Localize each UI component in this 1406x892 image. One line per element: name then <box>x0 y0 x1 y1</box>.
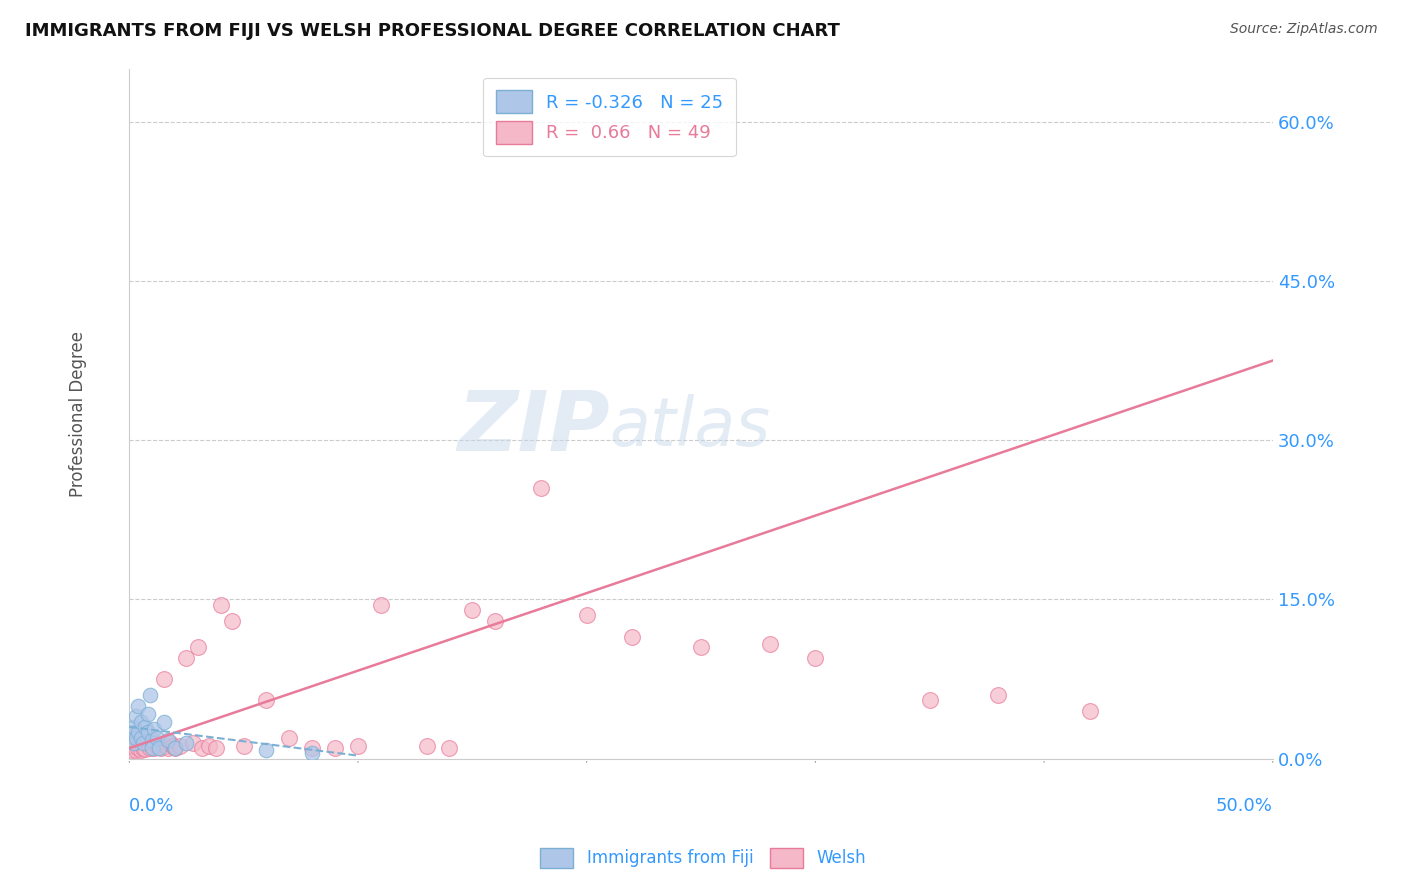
Point <box>129 731 152 745</box>
Point <box>122 720 145 734</box>
Point <box>159 736 181 750</box>
Point <box>141 732 163 747</box>
Point <box>181 736 204 750</box>
Point <box>256 743 278 757</box>
Point <box>129 714 152 729</box>
Point <box>125 743 148 757</box>
Point <box>122 739 145 753</box>
Point <box>132 736 155 750</box>
Point <box>176 651 198 665</box>
Text: atlas: atlas <box>610 394 770 460</box>
Point <box>139 741 162 756</box>
Text: 50.0%: 50.0% <box>1216 797 1272 814</box>
Point <box>157 741 180 756</box>
Point <box>136 736 159 750</box>
Point <box>152 714 174 729</box>
Point <box>256 693 278 707</box>
Point <box>205 741 228 756</box>
Point <box>127 698 149 713</box>
Point <box>148 741 170 756</box>
Point <box>758 637 780 651</box>
Point <box>150 741 173 756</box>
Point <box>125 731 148 745</box>
Point <box>278 731 301 745</box>
Legend: R = -0.326   N = 25, R =  0.66   N = 49: R = -0.326 N = 25, R = 0.66 N = 49 <box>484 78 735 156</box>
Point <box>134 742 156 756</box>
Point <box>127 725 149 739</box>
Point <box>145 739 167 753</box>
Point <box>136 707 159 722</box>
Point <box>439 741 461 756</box>
Point <box>187 640 209 655</box>
Point <box>690 640 713 655</box>
Point <box>347 739 370 753</box>
Point <box>221 614 243 628</box>
Point <box>152 672 174 686</box>
Text: Source: ZipAtlas.com: Source: ZipAtlas.com <box>1230 22 1378 37</box>
Point <box>301 747 323 761</box>
Point <box>232 739 254 753</box>
Point <box>163 741 186 756</box>
Point <box>155 739 177 753</box>
Point <box>198 739 221 753</box>
Point <box>148 739 170 753</box>
Point <box>163 741 186 756</box>
Text: Professional Degree: Professional Degree <box>69 331 87 497</box>
Point <box>530 481 553 495</box>
Point <box>127 741 149 756</box>
Point <box>415 739 437 753</box>
Text: ZIP: ZIP <box>457 387 610 468</box>
Point <box>145 731 167 745</box>
Point <box>129 743 152 757</box>
Point <box>575 608 598 623</box>
Text: IMMIGRANTS FROM FIJI VS WELSH PROFESSIONAL DEGREE CORRELATION CHART: IMMIGRANTS FROM FIJI VS WELSH PROFESSION… <box>25 22 841 40</box>
Text: 0.0%: 0.0% <box>129 797 174 814</box>
Point <box>209 598 232 612</box>
Point <box>484 614 506 628</box>
Point <box>122 736 145 750</box>
Point <box>143 722 166 736</box>
Point <box>301 741 323 756</box>
Point <box>323 741 346 756</box>
Point <box>176 736 198 750</box>
Legend: Immigrants from Fiji, Welsh: Immigrants from Fiji, Welsh <box>533 841 873 875</box>
Point <box>136 725 159 739</box>
Point <box>125 709 148 723</box>
Point <box>169 739 191 753</box>
Point <box>141 741 163 756</box>
Point <box>621 630 644 644</box>
Point <box>162 739 184 753</box>
Point <box>139 688 162 702</box>
Point <box>370 598 392 612</box>
Point <box>121 725 143 739</box>
Point <box>141 739 163 753</box>
Point <box>1078 704 1101 718</box>
Point <box>132 741 155 756</box>
Point <box>987 688 1010 702</box>
Point <box>461 603 484 617</box>
Point <box>191 741 214 756</box>
Point <box>918 693 941 707</box>
Point <box>121 743 143 757</box>
Point <box>157 732 180 747</box>
Point <box>134 720 156 734</box>
Point <box>143 741 166 756</box>
Point <box>804 651 827 665</box>
